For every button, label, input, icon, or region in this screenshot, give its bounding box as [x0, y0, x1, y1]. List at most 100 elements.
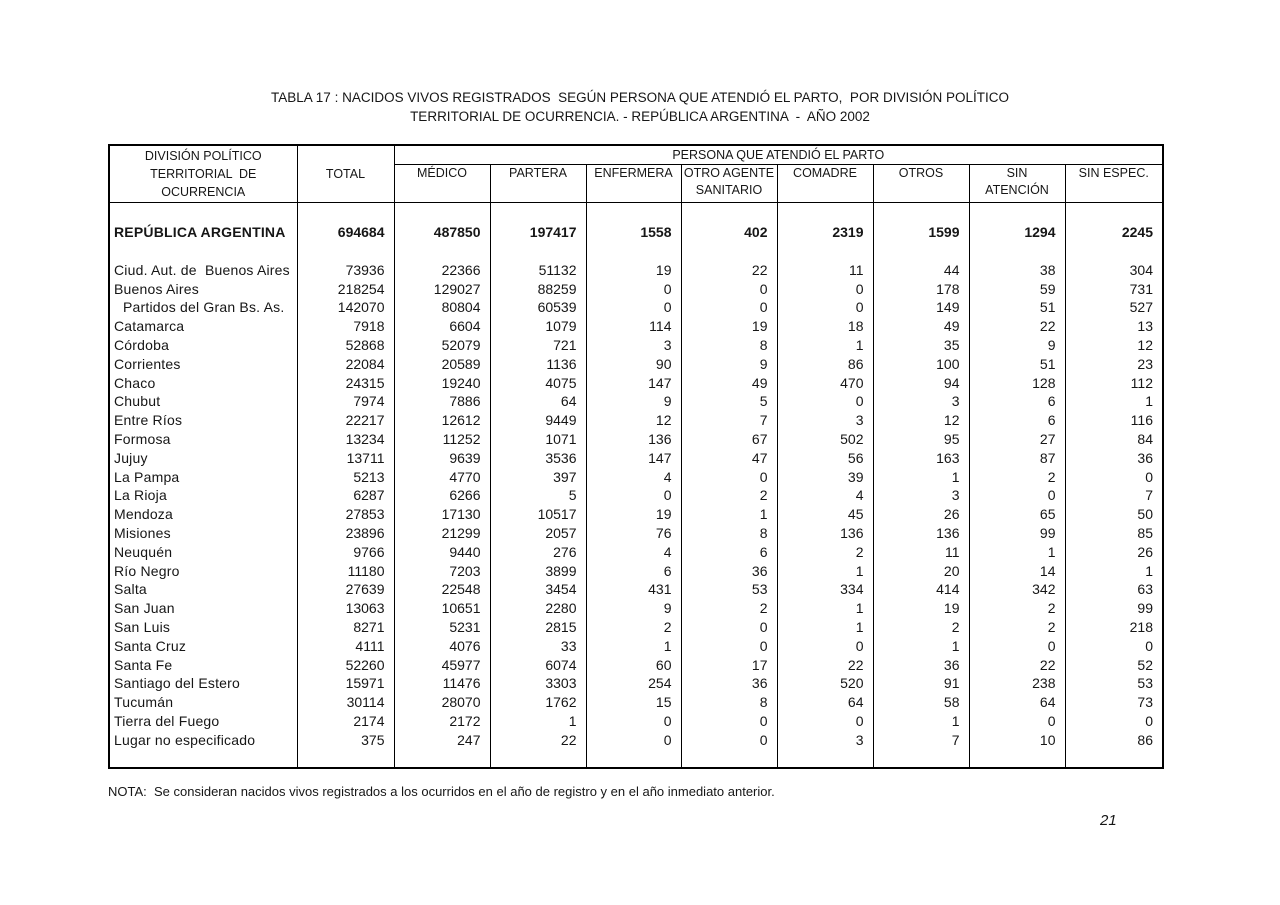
spacer-cell — [872, 749, 970, 769]
value-cell: 59 — [968, 279, 1066, 299]
value-cell: 60539 — [489, 298, 587, 317]
value-cell: 0 — [585, 711, 682, 731]
spacer-cell — [1064, 749, 1164, 769]
value-cell: 26 — [1064, 542, 1164, 562]
value-cell: 5213 — [296, 467, 395, 487]
value-cell: 18 — [776, 316, 874, 336]
value-cell: 1 — [489, 711, 587, 731]
value-cell: 4 — [776, 486, 874, 505]
value-cell: 53 — [680, 580, 778, 599]
value-cell: 1 — [872, 636, 970, 656]
value-cell: 27853 — [296, 504, 395, 524]
value-cell: 1 — [776, 598, 874, 618]
region-label: Partidos del Gran Bs. As. — [108, 298, 298, 317]
value-cell: 1079 — [489, 316, 587, 336]
region-label: Chaco — [108, 373, 298, 393]
value-cell: 6 — [585, 561, 682, 581]
value-cell: 12 — [872, 410, 970, 430]
value-cell: 9639 — [393, 448, 491, 468]
value-cell: 44 — [872, 260, 970, 280]
value-cell: 136 — [776, 523, 874, 543]
value-cell: 99 — [968, 523, 1066, 543]
value-cell: 19 — [585, 504, 682, 524]
value-cell: 7203 — [393, 561, 491, 581]
value-cell: 30114 — [296, 692, 395, 712]
region-label: Corrientes — [108, 354, 298, 374]
table-header: DIVISIÓN POLÍTICO TERRITORIAL DE OCURREN… — [108, 144, 1164, 203]
value-cell: 1 — [776, 335, 874, 355]
value-cell: 6266 — [393, 486, 491, 505]
value-cell: 35 — [872, 335, 970, 355]
value-cell: 149 — [872, 298, 970, 317]
value-cell: 36 — [680, 674, 778, 693]
value-cell: 163 — [872, 448, 970, 468]
value-cell: 1294 — [968, 222, 1066, 242]
value-cell: 276 — [489, 542, 587, 562]
value-cell: 197417 — [489, 222, 587, 242]
value-cell: 3 — [872, 486, 970, 505]
value-cell: 2 — [968, 617, 1066, 637]
header-total: TOTAL — [296, 144, 395, 203]
value-cell: 136 — [585, 429, 682, 449]
value-cell: 88259 — [489, 279, 587, 299]
value-cell: 23 — [1064, 354, 1164, 374]
header-row-sub: MÉDICO PARTERA ENFERMERA OTRO AGENTE SAN… — [109, 164, 1164, 203]
table-row: Lugar no especificado 375 247 22 0 0 3 7 10 86 — [108, 730, 1164, 750]
value-cell: 1 — [585, 636, 682, 656]
value-cell: 24315 — [296, 373, 395, 393]
region-label: La Pampa — [108, 467, 298, 487]
value-cell: 87 — [968, 448, 1066, 468]
region-label: Lugar no especificado — [108, 730, 298, 750]
region-label: La Rioja — [108, 486, 298, 505]
value-cell: 304 — [1064, 260, 1164, 280]
value-cell: 731 — [1064, 279, 1164, 299]
region-label: Tierra del Fuego — [108, 711, 298, 731]
value-cell: 8 — [680, 523, 778, 543]
value-cell: 2280 — [489, 598, 587, 618]
title-line-1: TABLA 17 : NACIDOS VIVOS REGISTRADOS SEG… — [271, 90, 1009, 105]
value-cell: 1599 — [872, 222, 970, 242]
value-cell: 7 — [680, 410, 778, 430]
spacer-cell — [872, 241, 970, 261]
value-cell: 19240 — [393, 373, 491, 393]
region-label: Buenos Aires — [108, 279, 298, 299]
value-cell: 2 — [968, 467, 1066, 487]
value-cell: 0 — [968, 636, 1066, 656]
table-row: Chaco 24315 19240 4075 147 49 470 94 128 112 — [108, 373, 1164, 393]
value-cell: 247 — [393, 730, 491, 750]
value-cell: 47 — [680, 448, 778, 468]
spacer-cell — [296, 749, 395, 769]
header-persona-atendio-parto: PERSONA QUE ATENDIÓ EL PARTO — [393, 144, 1164, 165]
value-cell: 1071 — [489, 429, 587, 449]
value-cell: 0 — [968, 711, 1066, 731]
spacer-cell — [489, 202, 587, 223]
spacer-cell — [968, 202, 1066, 223]
value-cell: 342 — [968, 580, 1066, 599]
value-cell: 1558 — [585, 222, 682, 242]
value-cell: 114 — [585, 316, 682, 336]
spacer-cell — [968, 241, 1066, 261]
value-cell: 5231 — [393, 617, 491, 637]
region-label: San Juan — [108, 598, 298, 618]
value-cell: 22366 — [393, 260, 491, 280]
spacer-cell — [680, 202, 778, 223]
value-cell: 7 — [872, 730, 970, 750]
value-cell: 1 — [872, 467, 970, 487]
spacer-cell — [489, 241, 587, 261]
region-label: Santa Cruz — [108, 636, 298, 656]
region-label: Santa Fe — [108, 655, 298, 675]
value-cell: 2815 — [489, 617, 587, 637]
value-cell: 397 — [489, 467, 587, 487]
value-cell: 0 — [776, 298, 874, 317]
table-row: Formosa 13234 11252 1071 136 67 502 95 27 84 — [108, 429, 1164, 449]
spacer-cell — [776, 749, 874, 769]
value-cell: 2319 — [776, 222, 874, 242]
region-label: Catamarca — [108, 316, 298, 336]
header-sin-atencion: SIN ATENCIÓN — [968, 164, 1066, 203]
value-cell: 64 — [968, 692, 1066, 712]
value-cell: 6 — [968, 392, 1066, 411]
spacer-row — [108, 749, 1164, 769]
value-cell: 9 — [585, 392, 682, 411]
value-cell: 86 — [1064, 730, 1164, 750]
value-cell: 218 — [1064, 617, 1164, 637]
